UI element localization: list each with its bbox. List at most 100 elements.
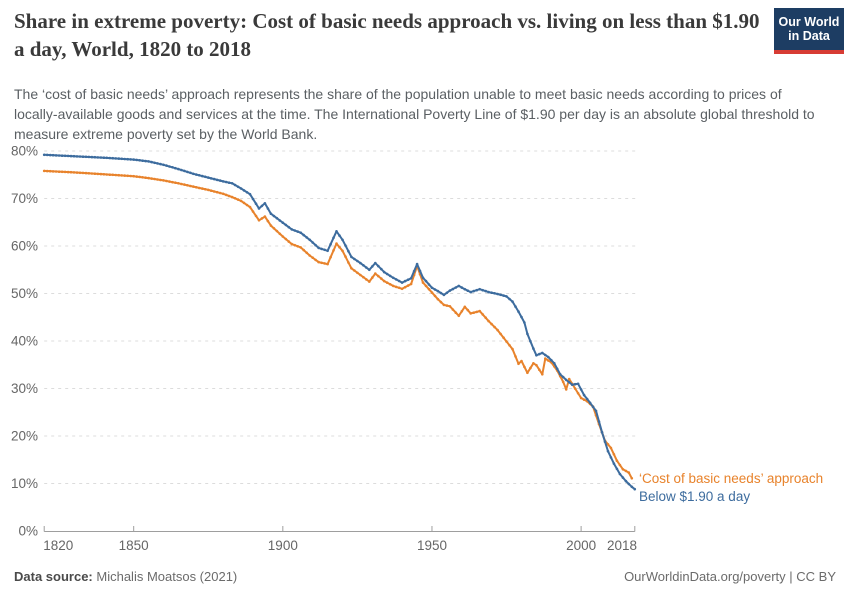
data-point <box>242 189 246 192</box>
data-point <box>347 249 350 253</box>
data-point <box>42 169 46 173</box>
data-point <box>538 368 541 372</box>
data-point <box>436 297 440 301</box>
data-point <box>105 156 109 160</box>
data-point <box>230 182 234 185</box>
data-point <box>567 377 571 381</box>
data-point <box>579 388 583 391</box>
data-point <box>553 362 556 365</box>
data-point <box>269 212 273 215</box>
data-point <box>385 272 389 276</box>
data-source-value: Michalis Moatsos (2021) <box>96 569 238 584</box>
data-point <box>490 322 493 326</box>
data-point <box>165 179 168 183</box>
data-point <box>57 170 61 173</box>
data-point <box>332 249 335 252</box>
data-point <box>144 176 147 179</box>
data-point <box>260 217 264 220</box>
data-point <box>192 172 195 176</box>
data-point <box>532 347 535 350</box>
data-point <box>102 173 106 176</box>
chart-subtitle: The ‘cost of basic needs’ approach repre… <box>14 86 815 143</box>
data-point <box>514 305 517 308</box>
data-point <box>45 153 49 157</box>
data-point <box>481 288 485 292</box>
data-point <box>69 170 73 174</box>
data-point <box>603 440 607 444</box>
data-point <box>204 188 207 191</box>
data-point <box>239 199 243 203</box>
data-point <box>380 267 383 271</box>
data-point <box>293 243 297 247</box>
data-point <box>60 170 64 174</box>
data-point <box>114 173 118 177</box>
legend-label-below-190[interactable]: Below $1.90 a day <box>639 489 751 504</box>
data-point <box>630 485 634 489</box>
data-point <box>341 238 344 242</box>
data-point <box>526 371 529 375</box>
data-point <box>454 286 458 289</box>
data-point <box>141 159 144 162</box>
data-point <box>451 287 455 291</box>
data-point <box>570 383 574 387</box>
data-point <box>371 265 374 268</box>
data-point <box>123 157 126 161</box>
data-point <box>338 245 341 249</box>
data-point <box>561 380 565 384</box>
owid-logo-line2: in Data <box>788 29 830 44</box>
data-point <box>275 216 279 220</box>
data-point <box>421 281 425 284</box>
data-point <box>207 176 210 179</box>
data-point <box>135 158 138 162</box>
data-point <box>362 264 365 267</box>
credit-link[interactable]: OurWorldinData.org/poverty | CC BY <box>624 569 836 584</box>
data-point <box>403 279 407 283</box>
data-point <box>442 303 446 307</box>
data-point <box>221 180 225 183</box>
data-point <box>380 277 383 280</box>
data-point <box>266 207 270 210</box>
legend-label-cost-of-basic-needs[interactable]: ‘Cost of basic needs’ approach <box>639 471 824 486</box>
data-point <box>129 158 132 161</box>
data-point <box>621 468 625 471</box>
data-point <box>248 205 252 209</box>
data-point <box>257 219 261 222</box>
data-point <box>284 237 288 241</box>
owid-logo: Our World in Data <box>774 8 844 54</box>
data-source-note: Data source: Michalis Moatsos (2021) <box>14 569 237 584</box>
data-point <box>183 183 186 186</box>
data-point <box>499 332 502 336</box>
data-point <box>302 233 306 237</box>
data-point <box>254 214 258 218</box>
data-point <box>466 289 470 293</box>
data-point <box>520 315 523 319</box>
data-point <box>451 308 455 311</box>
data-point <box>609 446 613 450</box>
data-point <box>332 236 335 240</box>
data-point <box>227 194 231 198</box>
data-point <box>448 289 452 292</box>
data-point <box>532 362 535 365</box>
data-point <box>305 236 309 239</box>
data-point <box>242 201 246 205</box>
data-point <box>186 170 189 174</box>
data-point <box>606 449 610 453</box>
data-point <box>192 185 195 188</box>
data-point <box>51 170 55 173</box>
data-point <box>168 165 171 168</box>
data-point <box>615 467 619 471</box>
data-point <box>209 189 213 192</box>
data-point <box>165 164 168 167</box>
data-point <box>615 459 619 463</box>
data-point <box>362 275 365 279</box>
data-point <box>272 227 276 230</box>
data-point <box>591 405 595 409</box>
data-point <box>257 207 261 210</box>
data-point <box>177 182 180 185</box>
data-point <box>433 288 437 291</box>
data-point <box>526 332 529 336</box>
data-point <box>275 229 279 233</box>
data-point <box>147 160 150 163</box>
data-point <box>314 243 317 247</box>
data-point <box>341 249 344 253</box>
